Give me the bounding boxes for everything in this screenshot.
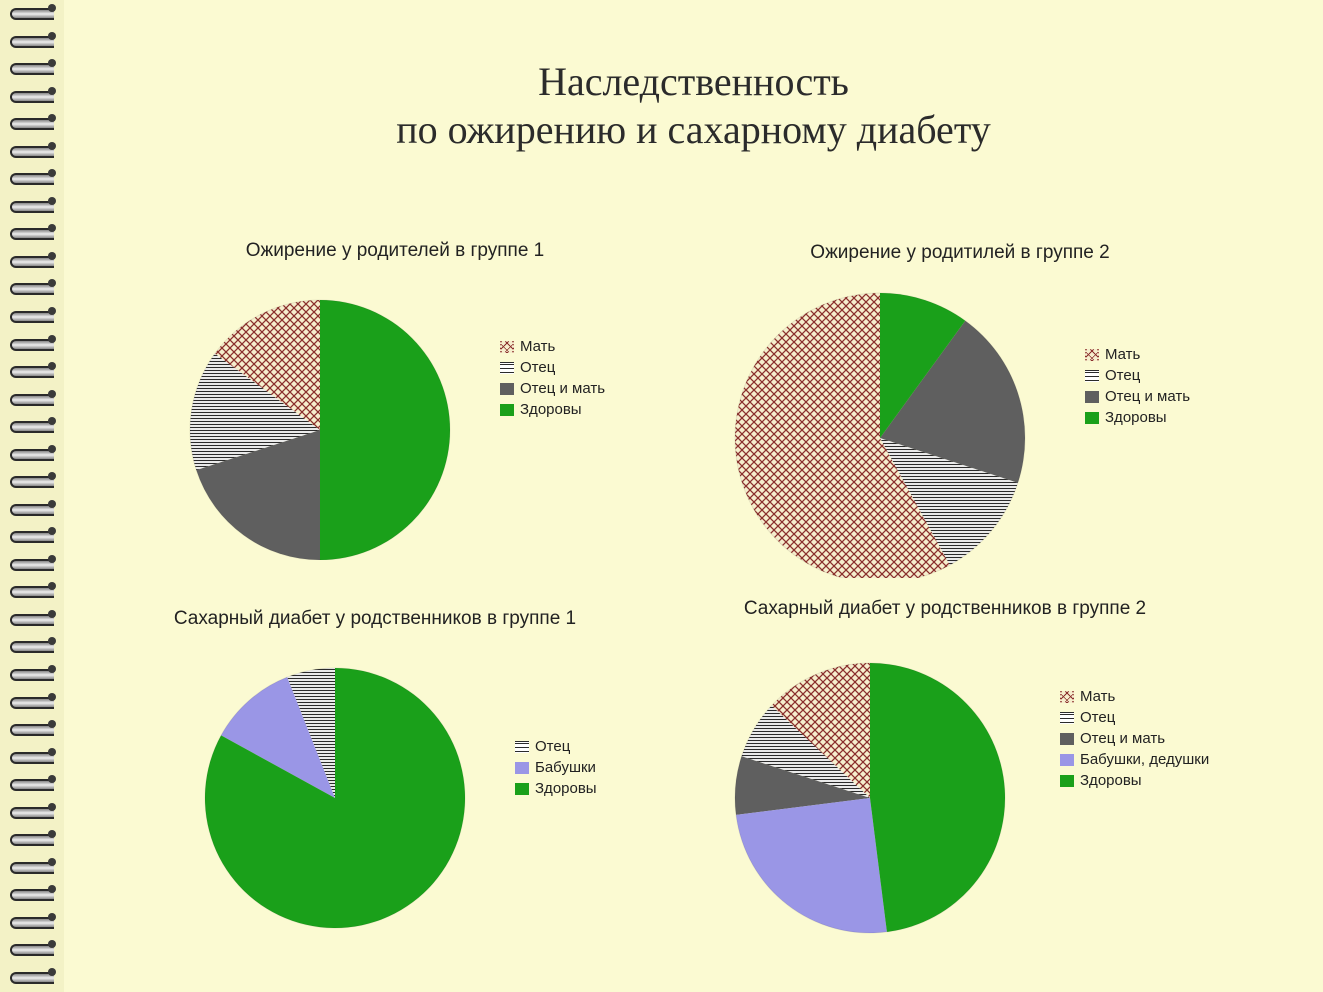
legend: Мать Отец Отец и мать Бабушки, дедушки Здоро… — [1060, 688, 1209, 793]
legend-item: Отец и мать — [1085, 388, 1190, 405]
legend-item: Мать — [1085, 346, 1190, 363]
legend-label: Отец — [1105, 367, 1140, 384]
slide-title: Наследственность по ожирению и сахарному… — [64, 58, 1323, 154]
legend-swatch — [1085, 370, 1099, 382]
pie-slice — [870, 663, 1005, 932]
legend-item: Здоровы — [1060, 772, 1209, 789]
legend-item: Отец — [1085, 367, 1190, 384]
legend-swatch — [1060, 775, 1074, 787]
legend-label: Отец — [535, 738, 570, 755]
title-line-2: по ожирению и сахарному диабету — [64, 106, 1323, 154]
legend-label: Мать — [520, 338, 555, 355]
legend-swatch — [500, 362, 514, 374]
legend-label: Отец и мать — [1080, 730, 1165, 747]
legend-swatch — [1060, 712, 1074, 724]
chart-obesity-g2: Ожирение у родитилей в группе 2МатьОтецО… — [690, 238, 1250, 578]
legend-swatch — [1060, 733, 1074, 745]
slide-page: { "background_color": "#fbfad2", "spiral… — [0, 0, 1323, 992]
legend-swatch — [500, 404, 514, 416]
legend-label: Мать — [1080, 688, 1115, 705]
legend-label: Здоровы — [1080, 772, 1142, 789]
legend-swatch — [1085, 412, 1099, 424]
legend-swatch — [500, 383, 514, 395]
pie-slice — [320, 300, 450, 560]
pie-slice — [736, 798, 887, 933]
legend-label: Здоровы — [520, 401, 582, 418]
legend-swatch — [1060, 691, 1074, 703]
legend-label: Здоровы — [1105, 409, 1167, 426]
legend-label: Отец — [1080, 709, 1115, 726]
legend-swatch — [1085, 391, 1099, 403]
legend-item: Мать — [500, 338, 605, 355]
legend-swatch — [500, 341, 514, 353]
legend-label: Отец — [520, 359, 555, 376]
legend-label: Мать — [1105, 346, 1140, 363]
spiral-binding — [0, 0, 64, 992]
legend-swatch — [515, 783, 529, 795]
legend-item: Здоровы — [1085, 409, 1190, 426]
legend-label: Здоровы — [535, 780, 597, 797]
legend-swatch — [515, 741, 529, 753]
legend-item: Здоровы — [515, 780, 597, 797]
chart-diabetes-g2: Сахарный диабет у родственников в группе… — [675, 598, 1275, 958]
legend-item: Мать — [1060, 688, 1209, 705]
chart-diabetes-g1: Сахарный диабет у родственников в группе… — [115, 608, 675, 948]
legend-item: Отец и мать — [1060, 730, 1209, 747]
title-line-1: Наследственность — [64, 58, 1323, 106]
legend-item: Здоровы — [500, 401, 605, 418]
legend-item: Отец — [1060, 709, 1209, 726]
legend-item: Отец — [515, 738, 597, 755]
legend-item: Бабушки — [515, 759, 597, 776]
legend-swatch — [1060, 754, 1074, 766]
legend-label: Отец и мать — [1105, 388, 1190, 405]
legend: Мать Отец Отец и мать Здоровы — [500, 338, 605, 422]
legend: Отец Бабушки Здоровы — [515, 738, 597, 801]
legend-item: Бабушки, дедушки — [1060, 751, 1209, 768]
chart-obesity-g1: Ожирение у родителей в группе 1МатьОтецО… — [130, 240, 660, 560]
legend-label: Отец и мать — [520, 380, 605, 397]
legend-swatch — [515, 762, 529, 774]
legend-label: Бабушки, дедушки — [1080, 751, 1209, 768]
legend: Мать Отец Отец и мать Здоровы — [1085, 346, 1190, 430]
legend-label: Бабушки — [535, 759, 596, 776]
legend-swatch — [1085, 349, 1099, 361]
legend-item: Отец — [500, 359, 605, 376]
legend-item: Отец и мать — [500, 380, 605, 397]
